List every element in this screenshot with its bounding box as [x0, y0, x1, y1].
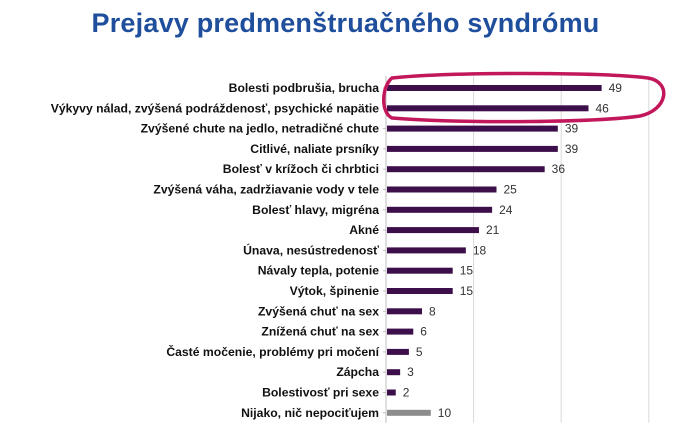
category-label: Zvýšená chuť na sex [258, 304, 379, 318]
category-label: Únava, nesústredenosť [243, 242, 379, 257]
value-label: 39 [565, 122, 579, 136]
bar [387, 288, 453, 294]
bar [387, 125, 558, 132]
value-label: 46 [595, 101, 609, 115]
value-label: 10 [438, 406, 452, 420]
value-label: 18 [473, 243, 487, 257]
value-label: 24 [499, 203, 513, 217]
bar [387, 348, 409, 355]
category-label: Bolestivosť pri sexe [262, 386, 379, 400]
bar [387, 186, 497, 193]
bar [387, 227, 479, 234]
category-label: Bolesti podbrušia, brucha [229, 81, 380, 95]
category-label: Zápcha [336, 365, 379, 379]
value-label: 8 [429, 304, 436, 318]
bar [387, 85, 602, 91]
bar [387, 247, 466, 254]
chart-title: Prejavy predmenštruačného syndrómu [91, 8, 600, 38]
value-label: 15 [460, 264, 474, 278]
category-label: Návaly tepla, potenie [258, 264, 379, 278]
bar [387, 166, 545, 173]
value-label: 5 [416, 345, 423, 359]
category-label: Zvýšená váha, zadržiavanie vody v tele [153, 183, 379, 197]
category-label: Výkyvy nálad, zvýšená podráždenosť, psyc… [51, 101, 379, 115]
category-label: Výtok, špinenie [290, 284, 380, 298]
value-label: 3 [407, 365, 414, 379]
value-label: 49 [609, 81, 623, 95]
value-label: 25 [504, 183, 518, 197]
value-label: 21 [486, 223, 500, 237]
bar [387, 328, 414, 335]
bar [387, 206, 493, 213]
category-label: Zvýšené chute na jedlo, netradičné chute [141, 122, 380, 136]
highlight-ellipse [382, 71, 666, 124]
bar [387, 145, 558, 152]
bar [387, 105, 589, 112]
category-label: Bolesť v krížoch či chrbtici [223, 162, 379, 176]
bar [387, 409, 431, 416]
value-label: 6 [420, 325, 427, 339]
bar [387, 267, 453, 274]
category-label: Nijako, nič nepociťujem [241, 406, 379, 420]
value-label: 36 [552, 162, 566, 176]
value-label: 15 [460, 284, 474, 298]
value-label: 2 [403, 386, 410, 400]
category-label: Časté močenie, problémy pri močení [166, 344, 379, 359]
bar [387, 389, 396, 396]
bar [387, 369, 401, 376]
category-label: Bolesť hlavy, migréna [252, 203, 379, 217]
category-label: Znížená chuť na sex [261, 325, 379, 339]
bar [387, 308, 423, 315]
category-label: Citlivé, naliate prsníky [250, 142, 379, 156]
value-label: 39 [565, 142, 579, 156]
category-label: Akné [349, 223, 379, 237]
